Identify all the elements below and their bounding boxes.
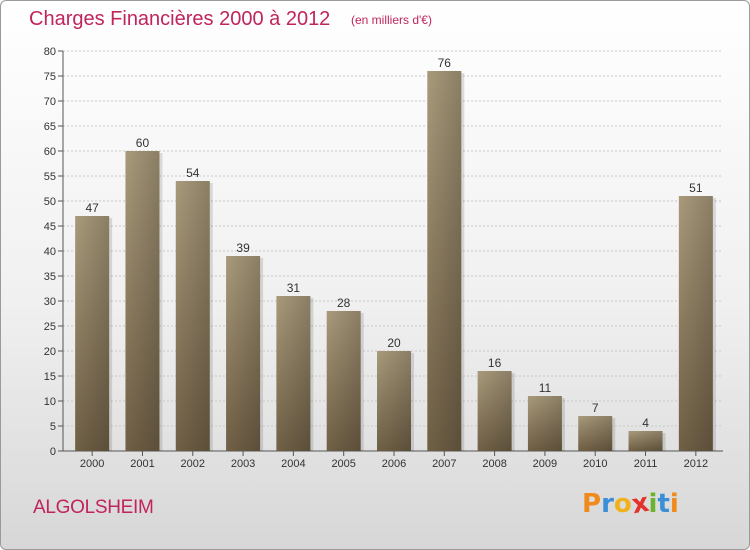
bar-shade <box>125 151 160 451</box>
x-tick-label: 2011 <box>634 458 658 470</box>
bar-shade <box>427 71 462 451</box>
bar-shade <box>75 216 110 451</box>
bar-shade <box>477 371 512 451</box>
x-tick-label: 2005 <box>331 458 355 470</box>
bar-shade <box>678 196 713 451</box>
y-tick-label: 20 <box>44 346 56 358</box>
bar-value-label: 28 <box>337 296 351 310</box>
y-tick-label: 75 <box>44 71 56 83</box>
x-tick-label: 2002 <box>181 458 205 470</box>
x-tick-label: 2010 <box>583 458 607 470</box>
bar-value-label: 54 <box>186 166 200 180</box>
y-tick-label: 80 <box>44 46 56 58</box>
bar-shade <box>578 416 613 451</box>
bar-value-label: 7 <box>592 401 599 415</box>
y-tick-label: 70 <box>44 96 56 108</box>
logo-letter: r <box>601 489 614 519</box>
bar-value-label: 76 <box>438 56 452 70</box>
x-tick-label: 2006 <box>382 458 406 470</box>
y-tick-label: 30 <box>44 296 56 308</box>
bar-value-label: 51 <box>689 181 703 195</box>
bar-shade <box>527 396 562 451</box>
y-tick-label: 60 <box>44 146 56 158</box>
bar-shade <box>377 351 411 451</box>
y-tick-label: 55 <box>44 171 56 183</box>
chart-title: Charges Financières 2000 à 2012 <box>29 8 331 30</box>
x-tick-label: 2012 <box>684 458 708 470</box>
x-tick-label: 2000 <box>80 458 104 470</box>
bar-value-label: 47 <box>85 201 99 215</box>
bar-value-label: 39 <box>236 241 250 255</box>
y-tick-label: 40 <box>44 246 56 258</box>
y-tick-label: 35 <box>44 271 56 283</box>
logo-letter: i <box>669 489 679 519</box>
y-tick-label: 25 <box>44 321 56 333</box>
y-tick-label: 10 <box>44 396 56 408</box>
x-tick-label: 2004 <box>281 458 305 470</box>
y-tick-label: 65 <box>44 121 56 133</box>
logo-letter: P <box>582 489 602 519</box>
location-label: ALGOLSHEIM <box>33 497 154 518</box>
chart-subtitle: (en milliers d'€) <box>351 13 432 27</box>
bar-shade <box>276 296 311 451</box>
bar-shade <box>326 311 361 451</box>
y-tick-label: 5 <box>50 421 56 433</box>
bar-shade <box>175 181 210 451</box>
x-tick-label: 2007 <box>432 458 456 470</box>
logo-letter: i <box>648 489 658 519</box>
x-tick-label: 2008 <box>482 458 506 470</box>
y-tick-label: 15 <box>44 371 56 383</box>
bar-value-label: 31 <box>287 281 301 295</box>
logo-letter: t <box>657 489 670 519</box>
bar-value-label: 20 <box>387 336 401 350</box>
bar-shade <box>226 256 261 451</box>
y-tick-label: 45 <box>44 221 56 233</box>
bar-value-label: 11 <box>539 381 552 395</box>
x-tick-label: 2003 <box>231 458 255 470</box>
logo-letter: o <box>613 489 632 519</box>
proxiti-logo: Proxiti <box>582 488 679 520</box>
bar-shade <box>628 431 663 451</box>
bar-value-label: 60 <box>136 136 150 150</box>
x-tick-label: 2001 <box>130 458 154 470</box>
bar-value-label: 4 <box>642 416 649 430</box>
bar-value-label: 16 <box>488 356 502 370</box>
x-tick-label: 2009 <box>533 458 557 470</box>
y-tick-label: 0 <box>50 446 56 458</box>
y-tick-label: 50 <box>44 196 56 208</box>
